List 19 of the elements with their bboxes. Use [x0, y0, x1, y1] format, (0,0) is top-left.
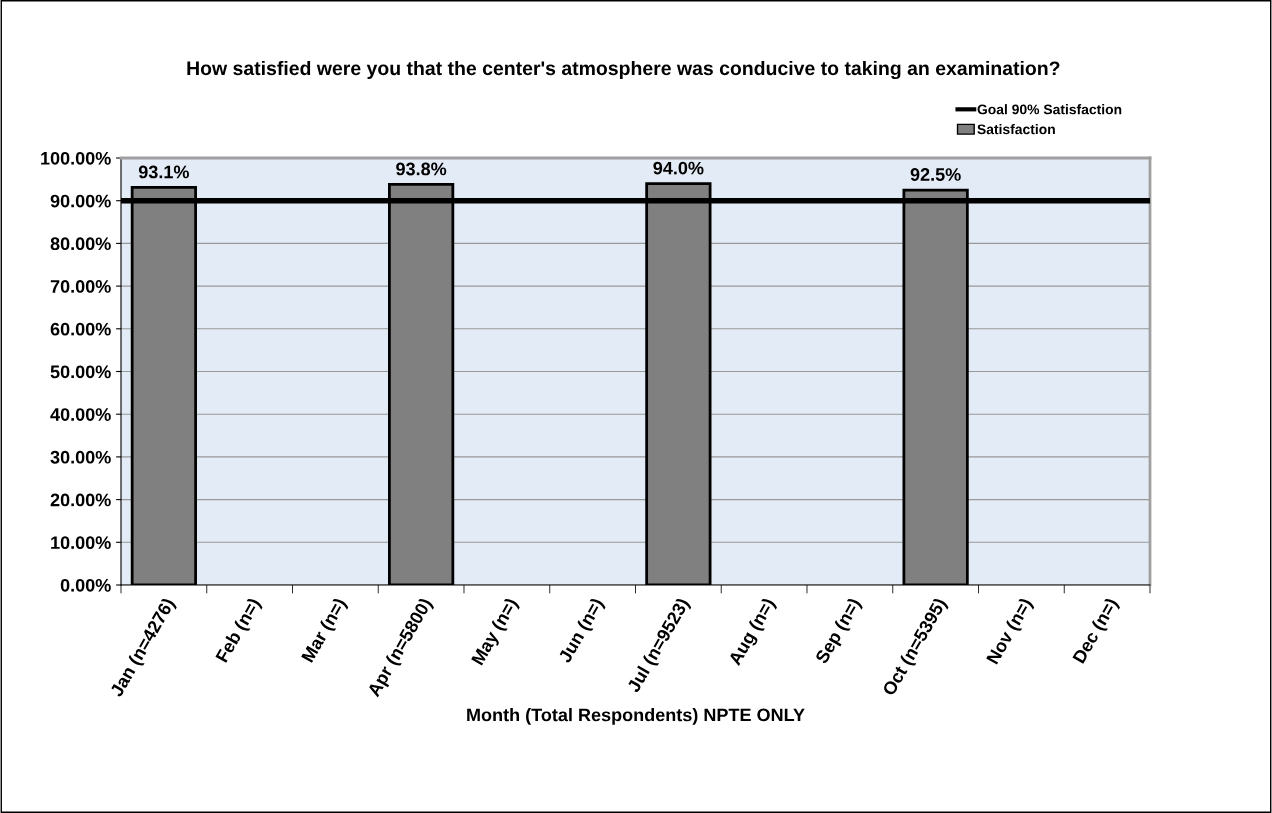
y-tick-label: 10.00%: [51, 536, 111, 550]
y-tick-label: 80.00%: [50, 237, 111, 251]
legend-label: Satisfaction: [977, 124, 1055, 135]
y-tick-label: 70.00%: [50, 280, 111, 293]
data-label: 93.1%: [138, 165, 189, 179]
y-tick-label: 90.00%: [50, 194, 111, 208]
legend-label: Goal 90% Satisfaction: [977, 104, 1122, 115]
y-tick-label: 0.00%: [60, 578, 111, 592]
y-tick-label: 50.00%: [50, 365, 111, 379]
data-label: 93.8%: [396, 162, 447, 176]
x-axis-title: Month (Total Respondents) NPTE ONLY: [467, 708, 805, 725]
y-tick-label: 60.00%: [50, 322, 111, 336]
y-tick-label: 100.00%: [41, 151, 111, 165]
y-tick-label: 20.00%: [50, 493, 111, 507]
y-tick-label: 30.00%: [50, 450, 111, 464]
y-tick-label: 40.00%: [50, 408, 111, 421]
data-label: 92.5%: [910, 168, 961, 181]
data-label: 94.0%: [653, 161, 704, 175]
chart-title: How satisfied were you that the center's atmosphere was conducive to taking an examination?: [187, 60, 1060, 80]
